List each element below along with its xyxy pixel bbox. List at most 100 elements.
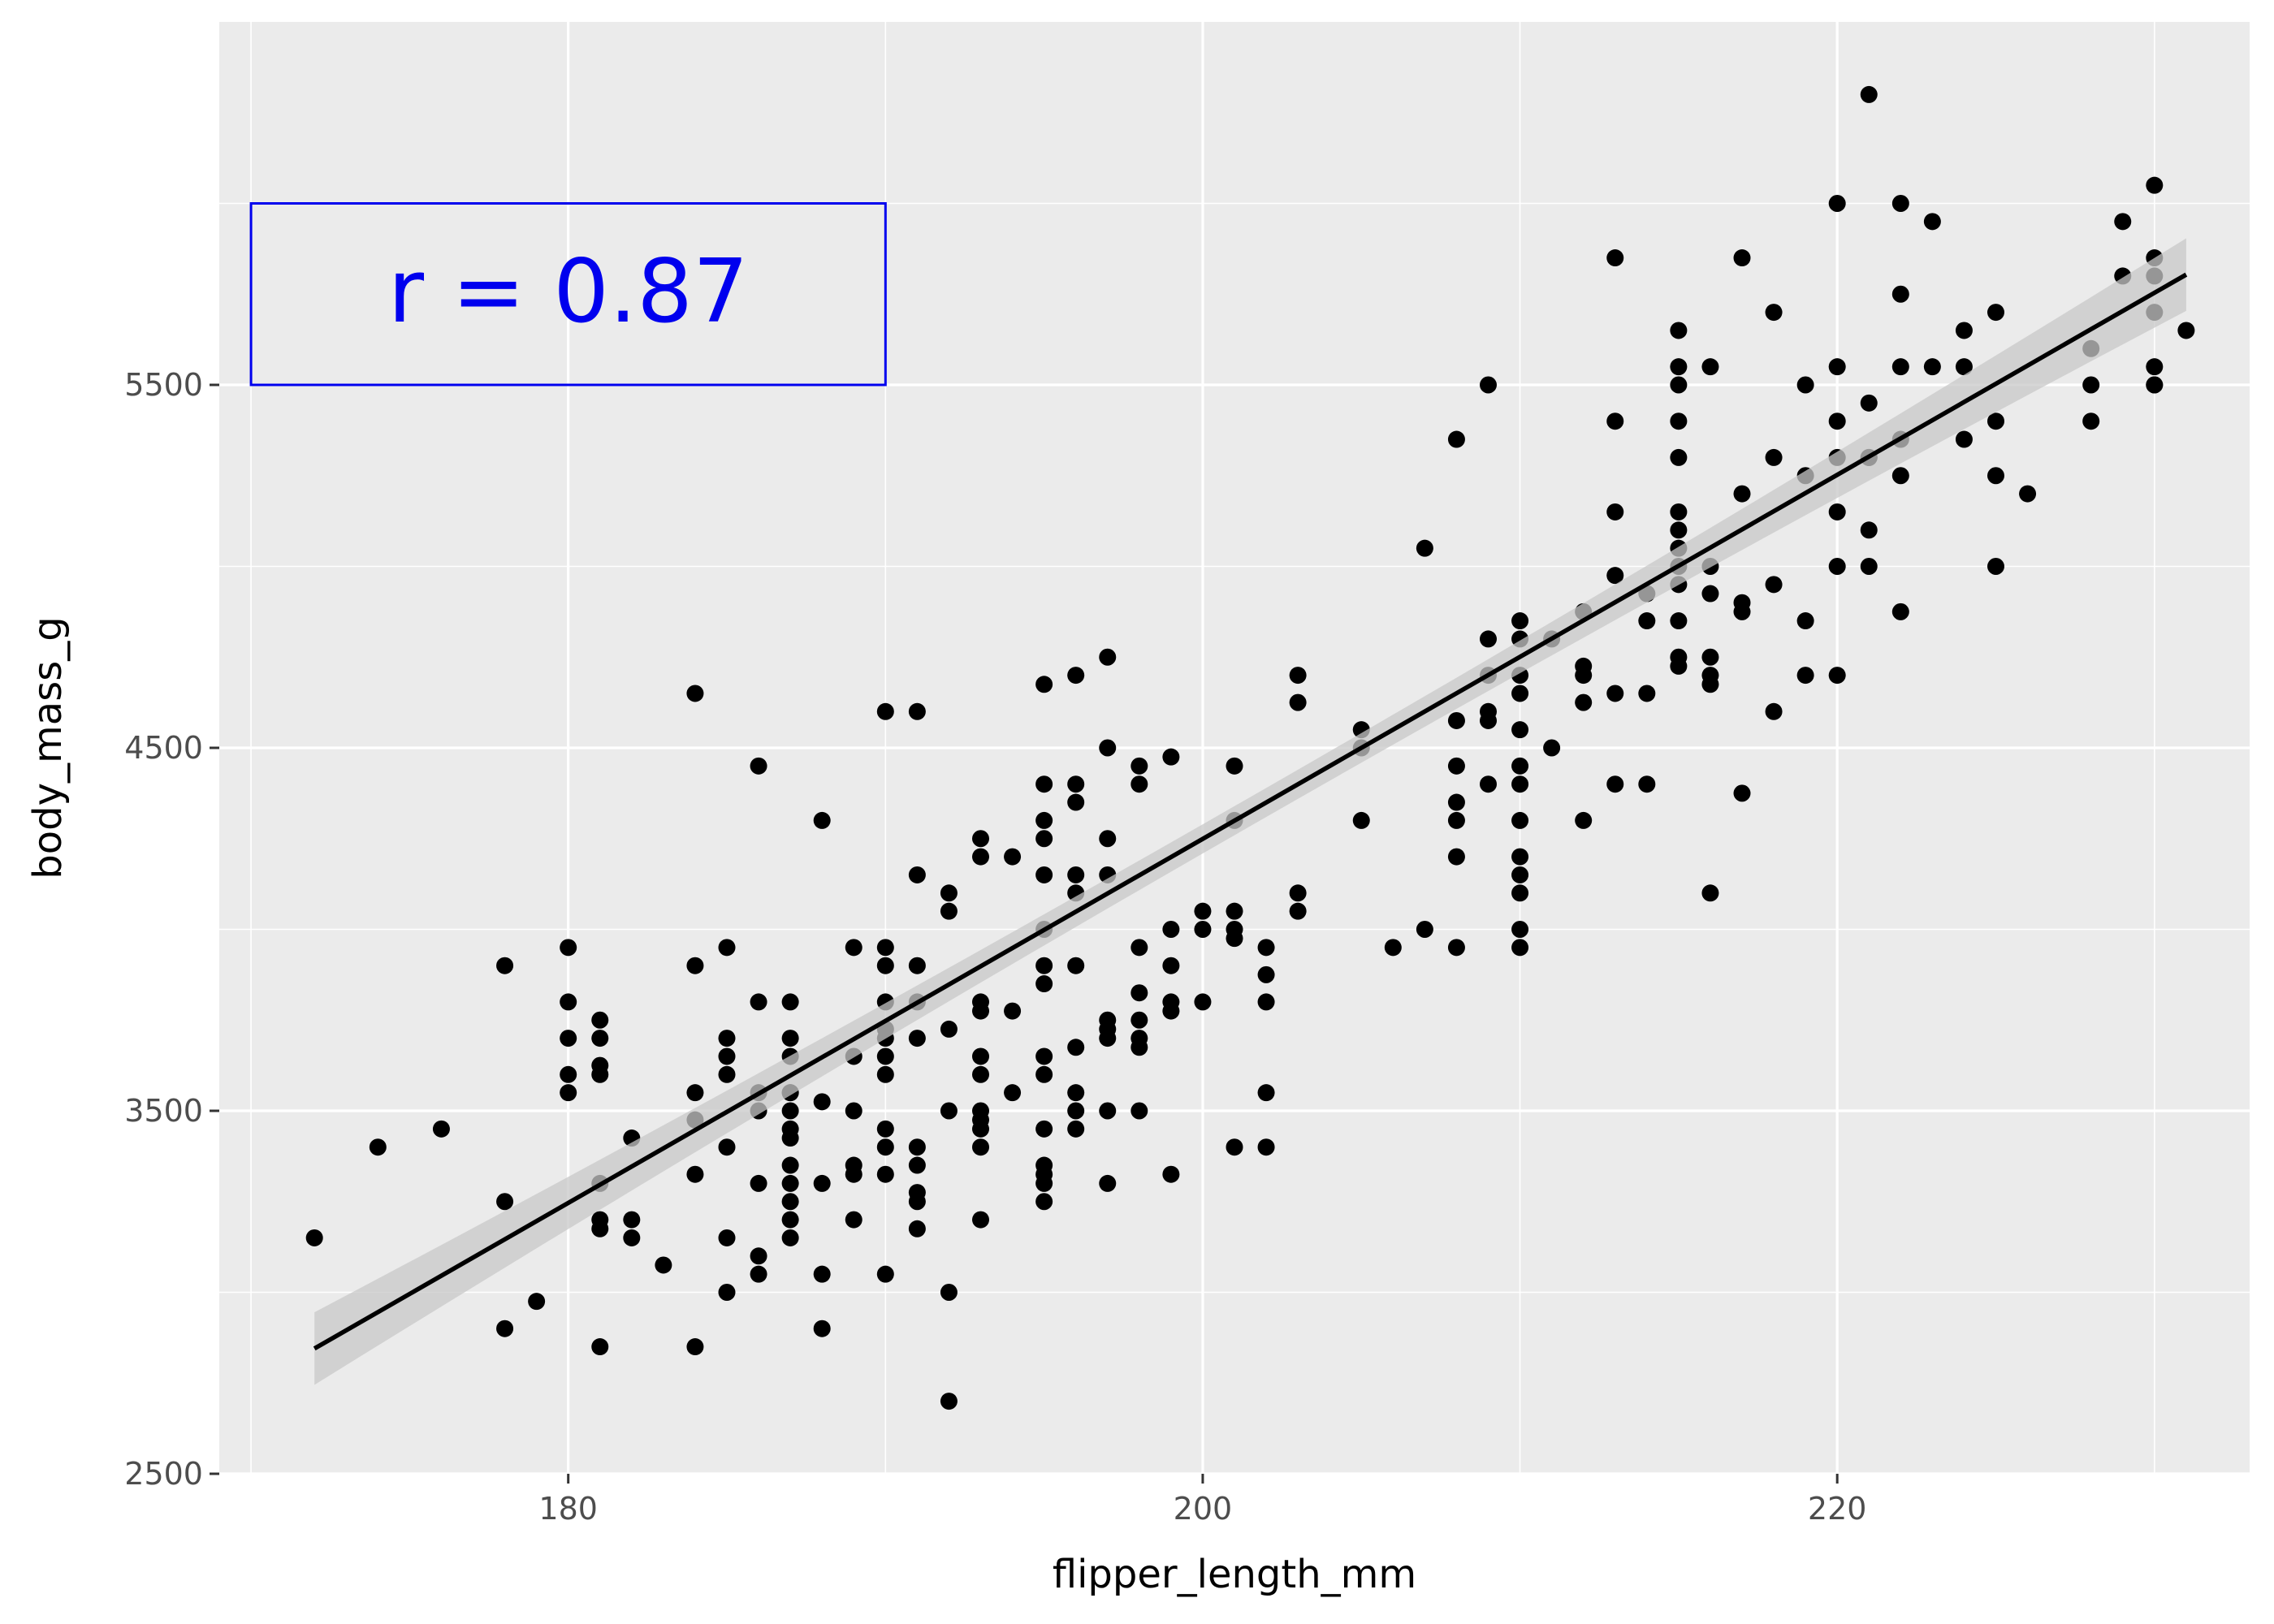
data-point (1289, 693, 1307, 711)
annotation-text: r = 0.87 (388, 241, 749, 343)
data-point (781, 1129, 799, 1147)
data-point (718, 1030, 736, 1047)
data-point (1480, 376, 1497, 394)
data-point (908, 1156, 926, 1174)
data-point (591, 1065, 609, 1083)
data-point (876, 957, 894, 974)
data-point (1670, 612, 1688, 630)
data-point (1257, 939, 1275, 957)
data-point (1891, 358, 1909, 376)
data-point (1447, 757, 1465, 775)
data-point (940, 1020, 958, 1038)
data-point (1257, 1138, 1275, 1156)
data-point (1891, 467, 1909, 485)
data-point (1162, 1165, 1180, 1183)
data-point (560, 939, 577, 957)
data-point (813, 1265, 831, 1283)
data-point (1733, 603, 1751, 620)
data-point (560, 993, 577, 1011)
data-point (1606, 567, 1624, 585)
data-point (591, 1030, 609, 1047)
data-point (1162, 1002, 1180, 1020)
data-point (1511, 921, 1529, 938)
data-point (1416, 921, 1433, 938)
data-point (1131, 1102, 1148, 1120)
data-point (1194, 902, 1212, 920)
data-point (686, 1084, 704, 1102)
data-point (1194, 921, 1212, 938)
data-point (972, 848, 989, 866)
data-point (876, 1265, 894, 1283)
data-point (560, 1084, 577, 1102)
data-point (1828, 667, 1846, 685)
data-point (908, 702, 926, 720)
data-point (1035, 957, 1053, 974)
data-point (718, 1065, 736, 1083)
data-point (1828, 412, 1846, 430)
data-point (1035, 975, 1053, 993)
data-point (1035, 866, 1053, 883)
regression-line (313, 272, 2188, 1351)
data-point (1257, 993, 1275, 1011)
data-point (591, 1338, 609, 1356)
data-point (845, 939, 862, 957)
data-point (1226, 930, 1243, 948)
data-point (1606, 775, 1624, 793)
data-point (876, 1047, 894, 1065)
data-point (1670, 358, 1688, 376)
data-point (972, 830, 989, 848)
data-point (972, 1138, 989, 1156)
data-point (1606, 503, 1624, 520)
data-point (1606, 249, 1624, 267)
data-point (1733, 784, 1751, 802)
data-point (1067, 775, 1085, 793)
data-point (1987, 304, 2004, 322)
data-point (2146, 358, 2164, 376)
data-point (972, 1002, 989, 1020)
data-point (1670, 322, 1688, 339)
data-point (1447, 430, 1465, 448)
data-point (781, 1030, 799, 1047)
data-point (2082, 376, 2100, 394)
data-point (1035, 811, 1053, 829)
annotation-box (249, 202, 887, 387)
data-point (845, 1165, 862, 1183)
y-tick-label: 2500 (124, 1456, 203, 1492)
data-point (908, 1138, 926, 1156)
data-point (1575, 811, 1593, 829)
data-point (560, 1030, 577, 1047)
data-point (750, 757, 767, 775)
data-point (972, 1211, 989, 1229)
data-point (1955, 430, 1973, 448)
data-point (1099, 648, 1117, 666)
data-point (1765, 304, 1783, 322)
data-point (1891, 603, 1909, 620)
data-point (750, 1247, 767, 1265)
data-point (813, 1174, 831, 1192)
data-point (718, 1229, 736, 1246)
data-point (1638, 775, 1656, 793)
data-point (496, 1193, 514, 1211)
data-point (1162, 921, 1180, 938)
data-point (1511, 939, 1529, 957)
data-point (1226, 757, 1243, 775)
data-point (1067, 866, 1085, 883)
x-tick-label: 200 (1174, 1491, 1233, 1527)
data-point (623, 1229, 641, 1246)
data-point (2146, 176, 2164, 194)
data-point (1701, 676, 1719, 693)
data-point (1067, 1084, 1085, 1102)
data-point (1131, 984, 1148, 1002)
data-point (1194, 993, 1212, 1011)
data-point (1004, 848, 1022, 866)
data-point (908, 1193, 926, 1211)
data-point (1447, 939, 1465, 957)
data-point (718, 1047, 736, 1065)
data-point (1289, 884, 1307, 902)
data-point (1004, 1084, 1022, 1102)
data-point (781, 1102, 799, 1120)
data-point (1226, 902, 1243, 920)
data-point (1923, 213, 1941, 231)
data-point (305, 1229, 323, 1246)
